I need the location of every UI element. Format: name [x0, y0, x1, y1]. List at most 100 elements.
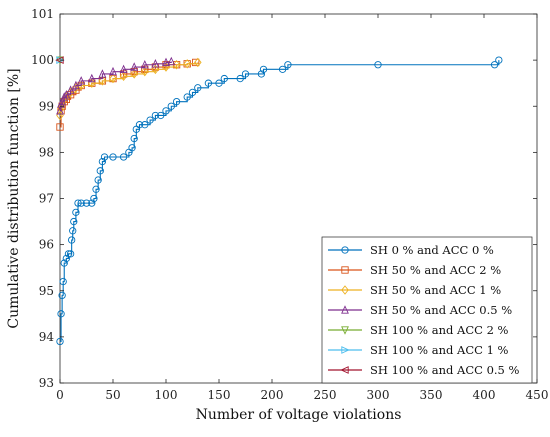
data-point [278, 65, 287, 74]
data-point [64, 250, 73, 258]
data-point [77, 199, 85, 207]
data-point [59, 277, 67, 286]
data-point [98, 157, 107, 166]
data-point [130, 69, 138, 79]
data-point [192, 58, 200, 67]
x-tick-label: 50 [105, 388, 120, 402]
data-point [109, 153, 117, 161]
data-point [194, 57, 202, 68]
x-tick-label: 0 [56, 388, 64, 402]
data-point [92, 185, 100, 193]
data-point [183, 59, 191, 69]
data-point [172, 60, 181, 70]
data-point [90, 194, 98, 203]
x-axis-title: Number of voltage violations [196, 407, 402, 423]
data-point [62, 89, 71, 99]
data-point [140, 59, 149, 69]
data-point [188, 88, 197, 97]
data-point [141, 121, 149, 129]
legend-label: SH 50 % and ACC 2 % [370, 263, 501, 277]
y-tick-label: 98 [39, 145, 54, 159]
legend-entry: SH 50 % and ACC 2 % [328, 263, 501, 277]
data-point [100, 153, 109, 161]
data-point [130, 62, 139, 71]
data-point [58, 96, 67, 106]
y-tick-label: 93 [39, 376, 54, 390]
legend-entry: SH 0 % and ACC 0 % [328, 243, 494, 257]
data-point [119, 64, 128, 74]
data-point [151, 111, 160, 120]
data-point [69, 227, 77, 235]
data-point [151, 64, 160, 75]
data-point [70, 217, 78, 226]
data-point [130, 134, 138, 143]
data-point [259, 65, 268, 74]
series-4 [56, 56, 176, 115]
data-point [204, 79, 213, 87]
legend-marker [340, 366, 349, 374]
data-point [194, 84, 202, 92]
legend-label: SH 0 % and ACC 0 % [370, 243, 494, 257]
legend-marker [341, 305, 349, 314]
x-tick-label: 350 [420, 388, 443, 402]
data-point [236, 74, 244, 83]
legend-label: SH 50 % and ACC 0.5 % [370, 303, 512, 317]
y-tick-label: 99 [39, 99, 54, 113]
y-tick-label: 97 [39, 192, 54, 206]
data-point [66, 85, 75, 94]
x-tick-label: 100 [155, 388, 178, 402]
y-tick-label: 101 [31, 7, 54, 21]
data-point [72, 208, 80, 216]
data-point [241, 70, 250, 78]
chart-series [55, 56, 503, 346]
y-tick-label: 96 [39, 238, 54, 252]
x-tick-label: 450 [526, 388, 549, 402]
data-point [88, 199, 96, 207]
data-point [60, 92, 69, 101]
data-point [141, 66, 149, 77]
data-point [87, 73, 96, 83]
data-point [151, 59, 160, 68]
data-point [220, 74, 228, 83]
data-point [109, 73, 117, 84]
legend-marker [341, 326, 349, 335]
data-point [157, 111, 165, 120]
data-point [119, 153, 128, 161]
chart-axes: 0 50 100 150 200 250 300 350 400 450 93 94 95 96 97 98 9… [31, 7, 548, 402]
legend-label: SH 100 % and ACC 1 % [370, 343, 509, 357]
data-point [374, 61, 382, 69]
legend-label: SH 100 % and ACC 2 % [370, 323, 509, 337]
data-point [215, 79, 223, 87]
data-point [71, 80, 80, 90]
y-tick-label: 95 [39, 284, 54, 298]
data-point [66, 250, 75, 258]
data-point [60, 259, 68, 267]
legend: SH 0 % and ACC 0 % SH 50 % and ACC 2 % SH … [321, 236, 533, 384]
data-point [109, 66, 117, 76]
x-tick-label: 250 [314, 388, 337, 402]
legend-label: SH 50 % and ACC 1 % [370, 283, 501, 297]
data-point [58, 291, 66, 300]
data-point [96, 167, 104, 175]
legend-marker [341, 285, 349, 295]
data-point [172, 97, 181, 106]
data-point [135, 121, 144, 129]
data-point [77, 76, 86, 85]
data-point [74, 199, 82, 207]
x-tick-label: 150 [208, 388, 231, 402]
legend-entry: SH 50 % and ACC 1 % [328, 283, 501, 297]
x-tick-label: 200 [261, 388, 284, 402]
legend-label: SH 100 % and ACC 0.5 % [370, 363, 520, 377]
data-point [119, 71, 128, 81]
data-point [167, 102, 175, 110]
legend-marker [341, 246, 349, 254]
data-point [98, 69, 107, 78]
legend-marker [341, 266, 349, 274]
legend-entry: SH 100 % and ACC 1 % [328, 343, 509, 357]
data-point [68, 236, 76, 244]
legend-marker [341, 346, 350, 354]
data-point [167, 56, 176, 66]
data-point [257, 70, 266, 78]
legend-entry: SH 50 % and ACC 0.5 % [328, 303, 512, 317]
